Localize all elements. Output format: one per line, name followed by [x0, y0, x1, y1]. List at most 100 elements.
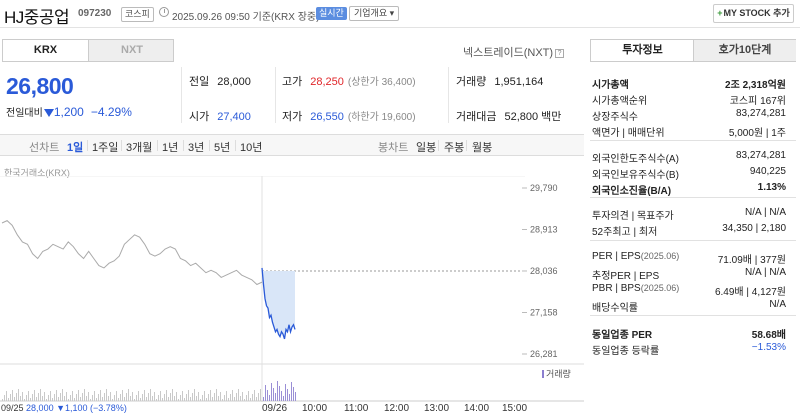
volume-legend-label: 거래량: [546, 369, 571, 379]
info-tabs: 투자정보 호가10단계: [590, 39, 796, 62]
period-3y[interactable]: 3년: [188, 142, 205, 154]
x-tick-label: 13:00: [424, 403, 450, 414]
nextrade-link[interactable]: 넥스트레이드(NXT)?: [463, 44, 565, 60]
volume-bar: [106, 389, 107, 401]
volume-bar: [293, 387, 294, 401]
divider: [448, 67, 449, 123]
info-value: 58.68배: [751, 330, 786, 341]
volume-bar: [82, 393, 83, 401]
info-label: 동일업종 PER: [592, 330, 653, 341]
period-1w[interactable]: 1주일: [92, 142, 119, 154]
volume-bar: [142, 394, 143, 401]
volume-bar: [150, 389, 151, 401]
volume-bar: [50, 391, 51, 401]
info-value: 5,000원 | 1주: [728, 128, 786, 139]
volume-bar: [228, 398, 229, 401]
volume-bar: [170, 393, 171, 401]
volume-bar: [263, 397, 264, 401]
volume-bar: [236, 393, 237, 401]
x-tick-label: 12:00: [384, 403, 410, 414]
volume-bar: [84, 389, 85, 401]
info-label: 배당수익률: [592, 303, 638, 314]
x-tick-label: 11:00: [344, 403, 369, 414]
plus-icon: +: [717, 8, 723, 18]
help-icon[interactable]: ?: [555, 49, 565, 58]
trade-amount-label: 거래대금: [456, 111, 497, 123]
volume-bar: [72, 391, 73, 401]
price-chart[interactable]: 29,790 28,913 28,036 27,158 26,281: [0, 176, 584, 402]
volume-bar: [18, 389, 19, 401]
volume-bar: [162, 398, 163, 401]
candle-weekly[interactable]: 주봉: [444, 142, 465, 154]
y-tick-label: 29,790: [530, 183, 558, 193]
tab-invest-info[interactable]: 투자정보: [591, 40, 694, 61]
volume-bar: [58, 397, 59, 401]
volume-bar: [92, 395, 93, 401]
divider: [157, 140, 158, 151]
volume-bar: [271, 383, 272, 401]
candle-daily[interactable]: 일봉: [416, 142, 437, 154]
info-value: 6.49배 | 4,127원: [714, 287, 786, 298]
volume-bar: [285, 384, 286, 401]
period-3m[interactable]: 3개월: [126, 142, 153, 154]
company-overview-button[interactable]: 기업개요 ▾: [349, 6, 400, 21]
volume-bar: [108, 396, 109, 401]
volume-bar: [182, 391, 183, 401]
volume-bar: [114, 395, 115, 401]
volume-bar: [246, 395, 247, 401]
volume-bar: [154, 392, 155, 401]
volume-bar: [248, 391, 249, 401]
candle-chart-label: 봉차트: [378, 142, 409, 154]
tab-krx[interactable]: KRX: [3, 40, 89, 61]
volume-bar: [28, 391, 29, 401]
volume-bar: [90, 399, 91, 401]
volume-bar: [200, 399, 201, 401]
add-mystock-button[interactable]: +MY STOCK 추가: [713, 4, 794, 23]
y-axis-ticks: 29,790 28,913 28,036 27,158 26,281: [530, 183, 558, 359]
volume-bar: [116, 391, 117, 401]
volume-bar: [62, 389, 63, 401]
volume-bar: [118, 398, 119, 401]
info-value: −1.53%: [751, 342, 786, 353]
tab-nxt[interactable]: NXT: [121, 44, 143, 56]
x-tick-label: 15:00: [502, 403, 528, 414]
volume-bar: [52, 398, 53, 401]
info-value: 코스피 167위: [729, 96, 786, 107]
volume-bar: [124, 397, 125, 401]
volume-value: 1,951,164: [494, 76, 544, 88]
volume-bar: [134, 399, 135, 401]
divider: [209, 140, 210, 151]
volume-bars: [2, 381, 296, 401]
volume-bar: [74, 398, 75, 401]
trade-amount: 거래대금 52,800 백만: [456, 108, 561, 124]
volume-bar: [24, 399, 25, 401]
volume-bar: [48, 395, 49, 401]
candle-monthly[interactable]: 월봉: [472, 142, 493, 154]
period-1d[interactable]: 1일: [67, 142, 84, 154]
volume-bar: [12, 390, 13, 401]
divider: [183, 140, 184, 151]
volume-bar: [152, 396, 153, 401]
period-1y[interactable]: 1년: [162, 142, 179, 154]
volume-bar: [156, 399, 157, 401]
volume-bar: [206, 398, 207, 401]
high-label: 고가: [282, 76, 303, 88]
volume-bar: [144, 390, 145, 401]
volume-bar: [110, 392, 111, 401]
volume-bar: [42, 396, 43, 401]
volume-bar: [78, 390, 79, 401]
volume-bar: [30, 398, 31, 401]
change-label: 전일대비: [6, 108, 43, 119]
period-10y[interactable]: 10년: [240, 142, 263, 154]
volume-bar: [267, 390, 268, 401]
open-price: 시가 27,400: [189, 108, 251, 124]
tab-orderbook[interactable]: 호가10단계: [693, 40, 796, 61]
info-label: 상장주식수: [592, 112, 638, 123]
down-arrow-icon: [43, 109, 54, 117]
period-5y[interactable]: 5년: [214, 142, 231, 154]
change-value: 1,200: [53, 105, 84, 119]
realtime-badge[interactable]: 실시간: [316, 7, 347, 20]
volume-bar: [126, 393, 127, 401]
volume-bar: [158, 395, 159, 401]
y-tick-label: 28,036: [530, 266, 558, 276]
